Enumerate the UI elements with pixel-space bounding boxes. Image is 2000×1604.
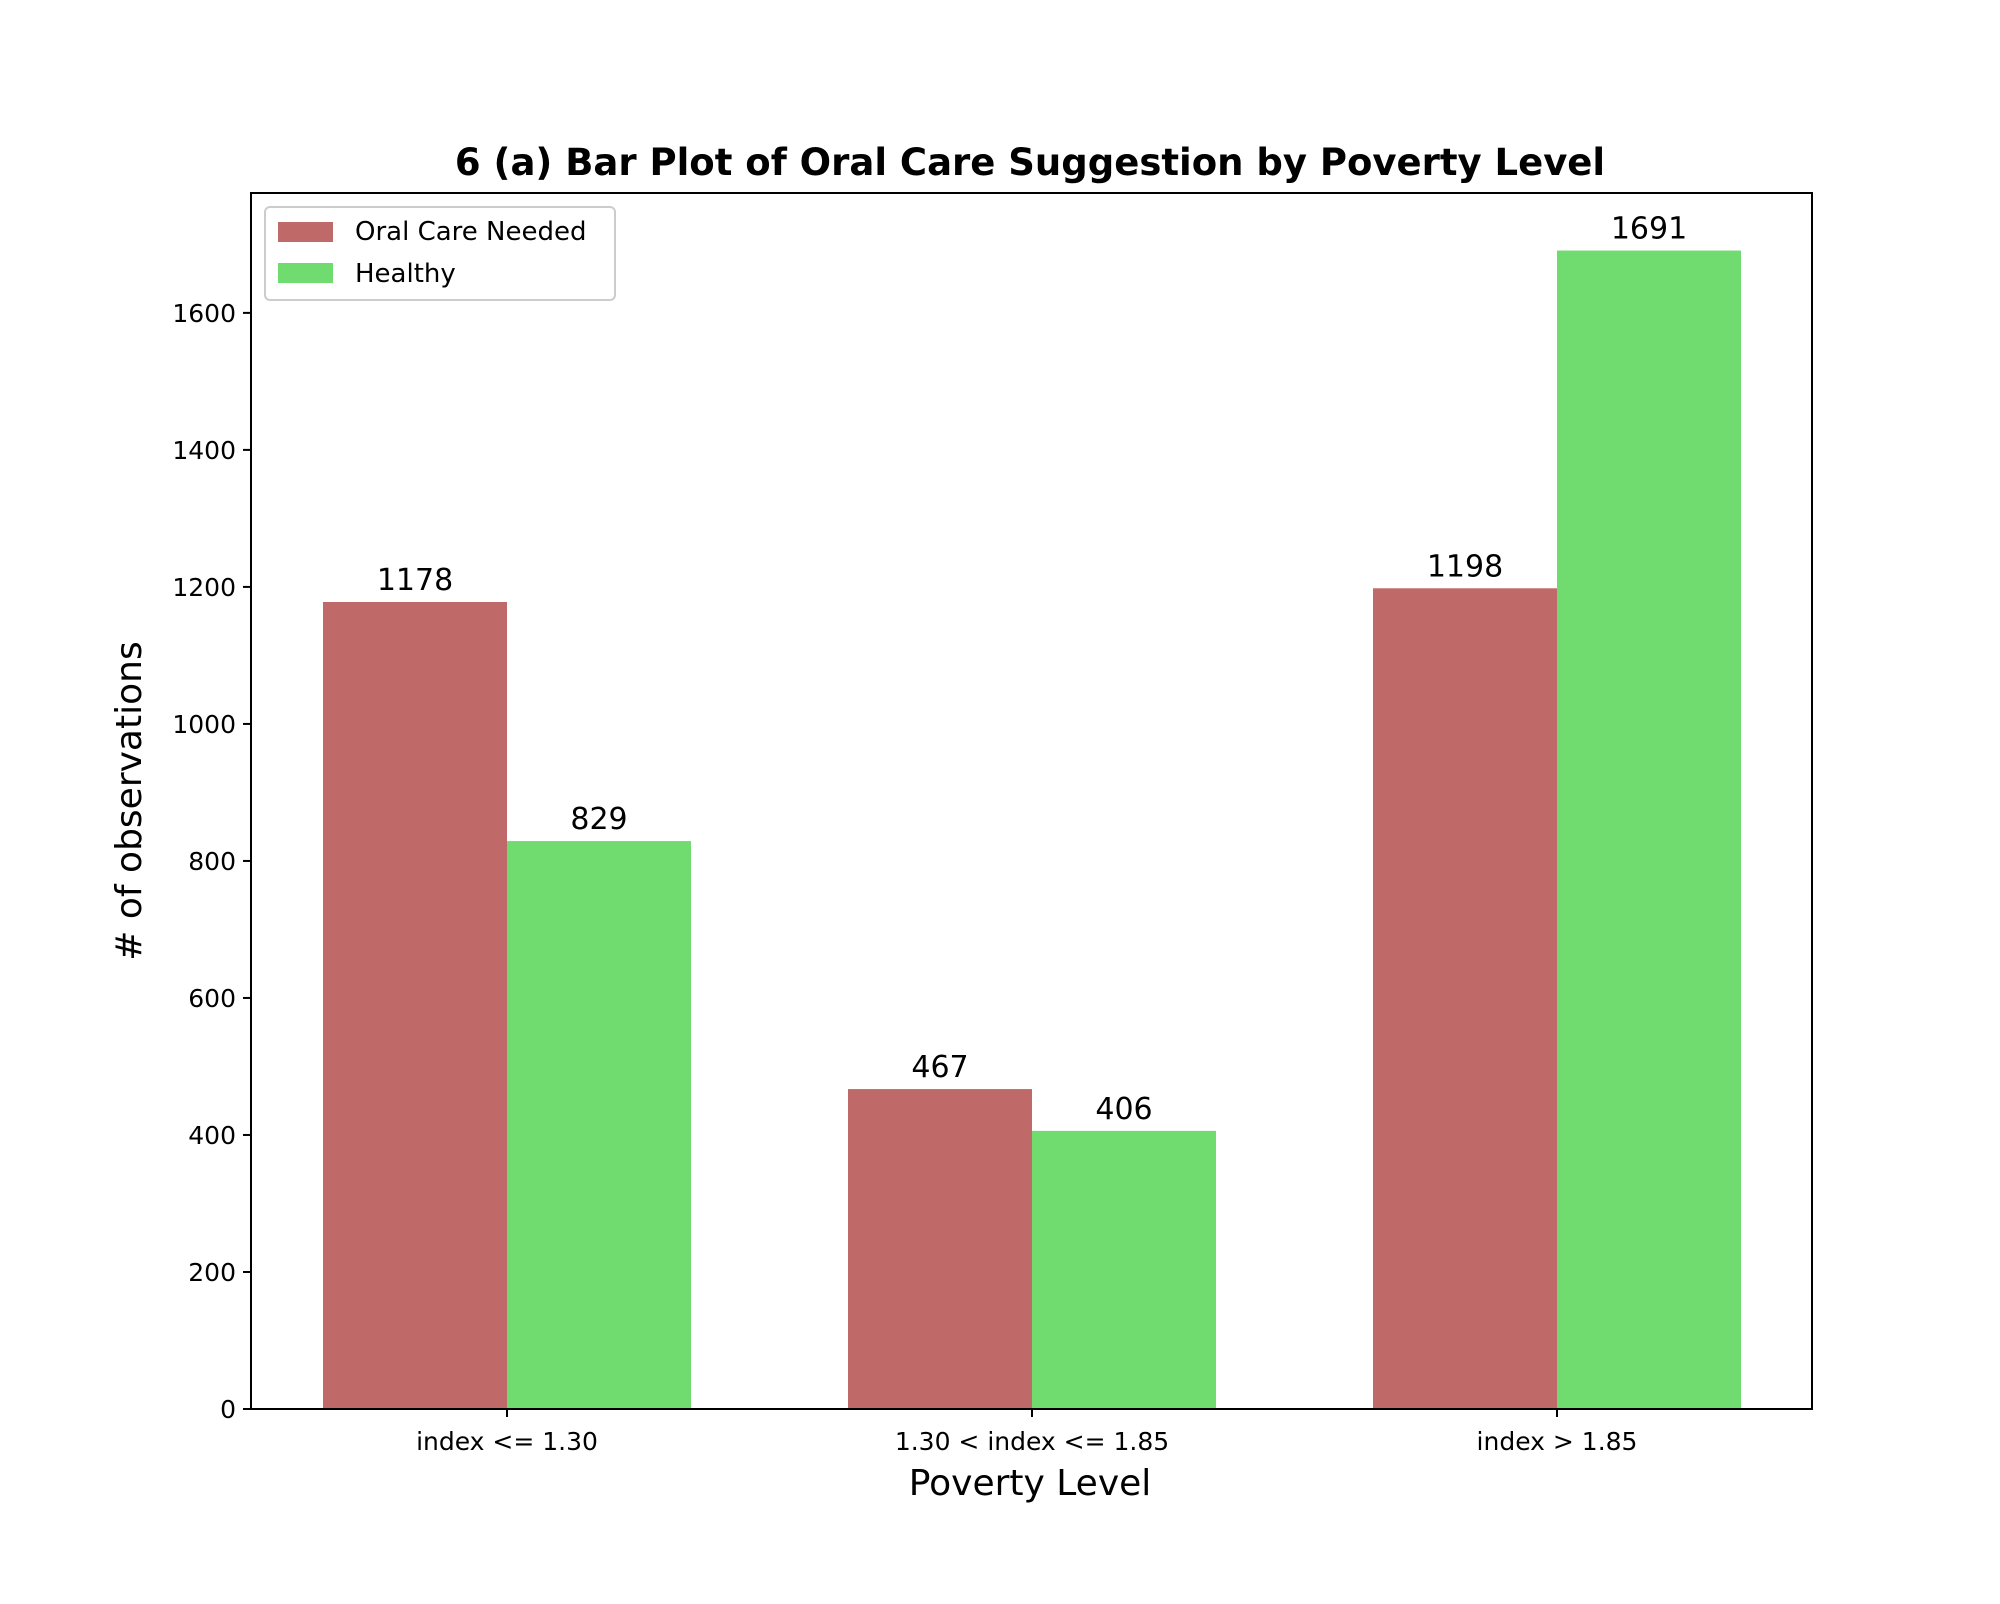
- bar-label-healthy-1: 829: [570, 802, 627, 837]
- bar-healthy-1: [507, 841, 691, 1409]
- bar-oral-care-needed-3: [1373, 588, 1557, 1409]
- y-tick-label: 1200: [172, 573, 236, 602]
- y-tick-label: 400: [188, 1121, 236, 1150]
- x-tick-label: index <= 1.30: [416, 1427, 598, 1456]
- plot-frame: [250, 192, 1813, 1410]
- y-tick-label: 800: [188, 847, 236, 876]
- legend-swatch-healthy: [278, 263, 333, 283]
- bar-label-healthy-3: 1691: [1611, 212, 1687, 247]
- legend-swatch-oral-care-needed: [278, 222, 333, 242]
- legend: Oral Care Needed Healthy: [264, 206, 616, 301]
- bar-label-oral-care-needed-2: 467: [911, 1050, 968, 1085]
- legend-box: [264, 206, 616, 301]
- y-axis-label: # of observations: [109, 641, 150, 960]
- bar-healthy-2: [1032, 1130, 1216, 1409]
- bar-label-healthy-2: 406: [1095, 1092, 1152, 1127]
- bar-healthy-3: [1557, 250, 1741, 1410]
- y-axis: 0 200 400 600 800 1000 1200 1400 1600: [172, 299, 251, 1424]
- bar-labels-layer: 1178 467 1198 829 406 1691: [377, 212, 1687, 1127]
- y-tick-label: 1400: [172, 436, 236, 465]
- y-tick-label: 1600: [172, 299, 236, 328]
- bar-oral-care-needed-2: [848, 1089, 1032, 1409]
- bar-oral-care-needed-1: [323, 601, 507, 1409]
- y-tick-label: 0: [220, 1395, 236, 1424]
- legend-label-healthy: Healthy: [355, 259, 456, 289]
- legend-label-oral-care-needed: Oral Care Needed: [355, 217, 587, 247]
- y-tick-label: 600: [188, 984, 236, 1013]
- x-axis-label: Poverty Level: [909, 1463, 1152, 1504]
- x-tick-label: index > 1.85: [1477, 1427, 1638, 1456]
- bar-label-oral-care-needed-1: 1178: [377, 563, 453, 598]
- bars-layer: [323, 250, 1741, 1410]
- y-tick-label: 1000: [172, 710, 236, 739]
- x-tick-label: 1.30 < index <= 1.85: [895, 1427, 1169, 1456]
- bar-label-oral-care-needed-3: 1198: [1427, 549, 1503, 584]
- x-axis: index <= 1.30 1.30 < index <= 1.85 index >…: [416, 1409, 1637, 1456]
- y-tick-label: 200: [188, 1258, 236, 1287]
- chart-title: 6 (a) Bar Plot of Oral Care Suggestion b…: [455, 141, 1605, 184]
